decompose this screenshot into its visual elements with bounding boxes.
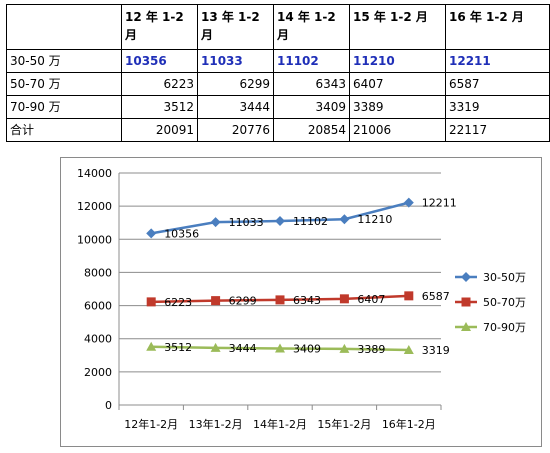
data-label: 3512 <box>164 341 192 354</box>
data-point <box>339 343 350 353</box>
data-point <box>210 217 221 228</box>
table-cell: 11102 <box>273 49 350 73</box>
data-point <box>211 296 221 306</box>
y-tick-label: 6000 <box>84 300 112 313</box>
legend-marker <box>461 322 471 331</box>
data-point <box>339 214 350 225</box>
row-label: 30-50 万 <box>6 49 122 73</box>
table-cell: 3319 <box>445 95 550 119</box>
table-cell: 20854 <box>273 118 350 142</box>
table-cell: 20776 <box>197 118 274 142</box>
table-header-16: 16 年 1-2 月 <box>445 4 550 50</box>
data-point <box>275 295 285 305</box>
data-point <box>403 344 414 354</box>
table-header-12: 12 年 1-2 月 <box>121 4 198 50</box>
x-tick-label: 13年1-2月 <box>189 417 243 431</box>
data-table: 12 年 1-2 月 13 年 1-2 月 14 年 1-2 月 15 年 1-… <box>6 4 550 142</box>
legend-label: 70-90万 <box>483 321 526 334</box>
table-header-empty <box>6 4 122 50</box>
table-row: 合计 20091 20776 20854 21006 22117 <box>6 118 550 142</box>
table-cell: 6407 <box>349 72 446 96</box>
table-cell: 11033 <box>197 49 274 73</box>
row-label: 合计 <box>6 118 122 142</box>
line-chart: 0 2000 4000 6000 8000 10000 12000 14000 12年1-2月 1… <box>60 157 542 447</box>
table-header-14: 14 年 1-2 月 <box>273 4 350 50</box>
data-label: 6223 <box>164 296 192 309</box>
table-row: 50-70 万 6223 6299 6343 6407 6587 <box>6 72 550 96</box>
table-cell: 6587 <box>445 72 550 96</box>
data-label: 3409 <box>293 343 321 356</box>
table-cell: 10356 <box>121 49 198 73</box>
data-label: 6343 <box>293 294 321 307</box>
legend-marker <box>461 297 471 307</box>
table-cell: 6343 <box>273 72 350 96</box>
table-cell: 21006 <box>349 118 446 142</box>
table-cell: 3512 <box>121 95 198 119</box>
data-label: 11210 <box>357 213 392 226</box>
data-point <box>146 341 157 351</box>
y-tick-label: 8000 <box>84 266 112 279</box>
data-label: 3319 <box>422 344 450 357</box>
table-cell: 12211 <box>445 49 550 73</box>
data-point <box>339 294 349 304</box>
table-row: 70-90 万 3512 3444 3409 3389 3319 <box>6 95 550 119</box>
x-tick-label: 16年1-2月 <box>382 417 436 431</box>
data-point <box>275 216 285 227</box>
data-label: 3389 <box>357 343 385 356</box>
table-cell: 3409 <box>273 95 350 119</box>
row-label: 70-90 万 <box>6 95 122 119</box>
table-header-15: 15 年 1-2 月 <box>349 4 446 50</box>
y-tick-label: 0 <box>105 399 112 412</box>
table-cell: 6223 <box>121 72 198 96</box>
x-tick-label: 14年1-2月 <box>253 417 307 431</box>
data-label: 12211 <box>422 197 457 210</box>
y-tick-label: 2000 <box>84 366 112 379</box>
data-point <box>210 342 221 352</box>
x-tick-label: 15年1-2月 <box>317 417 371 431</box>
table-header-row: 12 年 1-2 月 13 年 1-2 月 14 年 1-2 月 15 年 1-… <box>6 4 550 50</box>
data-label: 6587 <box>422 290 450 303</box>
table-cell: 22117 <box>445 118 550 142</box>
data-label: 3444 <box>229 342 257 355</box>
table-cell: 6299 <box>197 72 274 96</box>
data-point <box>275 343 285 353</box>
y-tick-label: 14000 <box>77 167 112 180</box>
data-label: 11033 <box>229 216 264 229</box>
table-cell: 3389 <box>349 95 446 119</box>
data-label: 6407 <box>357 293 385 306</box>
chart-canvas: 0 2000 4000 6000 8000 10000 12000 14000 12年1-2月 1… <box>77 167 526 431</box>
legend-label: 50-70万 <box>483 296 526 309</box>
legend-marker <box>461 272 471 282</box>
table-cell: 11210 <box>349 49 446 73</box>
table-row: 30-50 万 10356 11033 11102 11210 12211 <box>6 49 550 73</box>
table-cell: 20091 <box>121 118 198 142</box>
x-tick-label: 12年1-2月 <box>124 417 178 431</box>
y-tick-label: 12000 <box>77 200 112 213</box>
y-tick-label: 10000 <box>77 233 112 246</box>
data-point <box>403 197 414 208</box>
table-header-13: 13 年 1-2 月 <box>197 4 274 50</box>
data-point <box>404 291 414 301</box>
data-label: 11102 <box>293 215 328 228</box>
data-point <box>146 297 156 307</box>
row-label: 50-70 万 <box>6 72 122 96</box>
legend-label: 30-50万 <box>483 271 526 284</box>
table-cell: 3444 <box>197 95 274 119</box>
y-tick-label: 4000 <box>84 333 112 346</box>
data-label: 6299 <box>229 295 257 308</box>
data-point <box>146 228 157 239</box>
data-label: 10356 <box>164 227 199 240</box>
